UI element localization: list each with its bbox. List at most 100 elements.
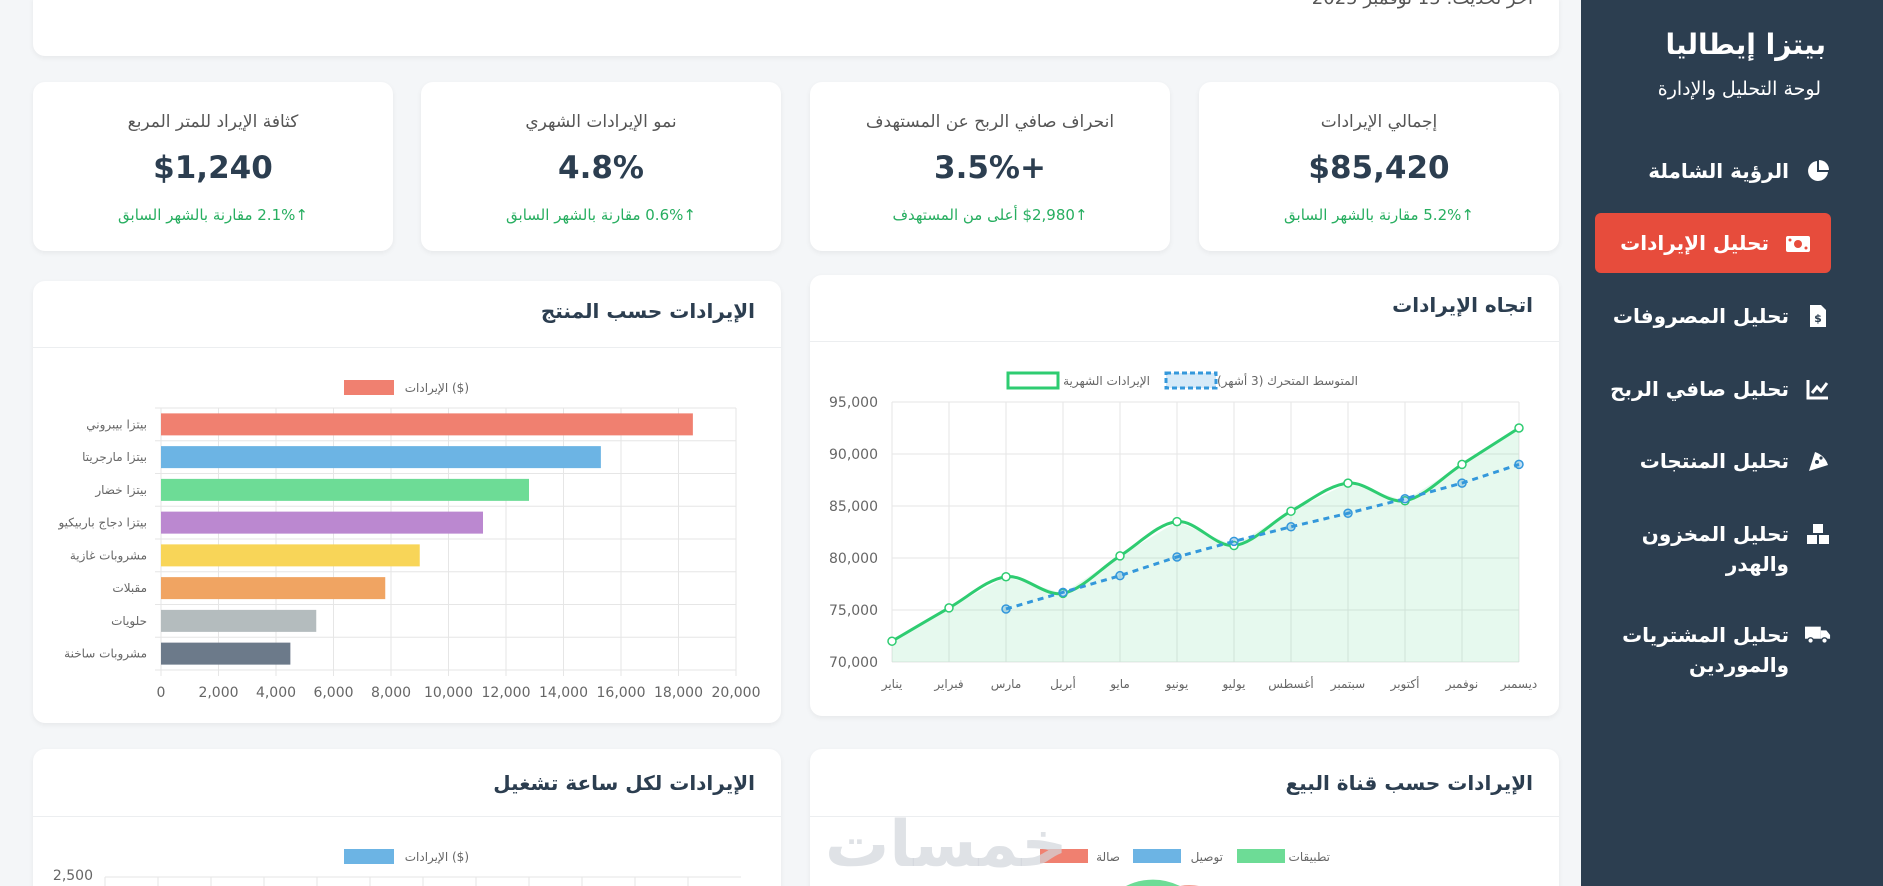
last-updated: آخر تحديث: 15 نوفمبر 2025 [1312,0,1533,9]
sidebar-item-purchases[interactable]: تحليل المشتريات والموردين [1595,620,1831,680]
legend-swatch [344,380,394,395]
data-point [1001,604,1011,614]
data-point [1172,552,1182,562]
legend-swatch [1164,371,1218,390]
sidebar-item-label: تحليل المشتريات والموردين [1622,623,1789,677]
legend-swatch [344,849,394,864]
x-tick-label: 18,000 [654,685,703,701]
legend-label: صالة [1096,850,1120,864]
sidebar: بيتزا إيطاليا لوحة التحليل والإدارة الرؤ… [1581,0,1883,886]
x-tick-label: مارس [991,677,1022,692]
series-line-monthly [891,426,1520,643]
x-tick-label: أكتوبر [1390,676,1420,692]
sidebar-item-net-profit[interactable]: تحليل صافي الربح [1595,374,1831,404]
x-tick-label: 12,000 [482,685,531,701]
divider [810,341,1559,342]
x-tick-label: يناير [881,677,903,692]
invoice-icon: $ [1805,303,1831,329]
area-fill [892,428,1519,662]
y-tick-label: مقبلات [112,581,147,595]
legend-swatch [1237,849,1285,863]
y-tick-label: بيتزا خضار [94,483,147,498]
y-tick-label: 2,500 [53,868,93,884]
pie-chart-icon [1805,158,1831,184]
y-tick-label: مشروبات غازية [70,548,147,563]
bar [161,478,529,501]
x-tick-label: 8,000 [371,685,411,701]
kpi-title: إجمالي الإيرادات [1320,112,1438,132]
panel-title: الإيرادات حسب قناة البيع [1285,771,1533,795]
kpi-title: انحراف صافي الربح عن المستهدف [865,112,1115,132]
sidebar-item-label: الرؤية الشاملة [1648,159,1789,183]
x-tick-label: مايو [1109,677,1130,692]
y-tick-label: 95,000 [829,395,878,411]
y-tick-label: 90,000 [829,447,878,463]
arrow-up-icon: ↑ [1461,206,1474,224]
sidebar-item-label: تحليل صافي الربح [1610,377,1789,401]
y-tick-label: 85,000 [829,499,878,515]
sidebar-item-label: تحليل المنتجات [1639,449,1789,473]
y-tick-label: 70,000 [829,655,878,671]
legend-swatch [1040,849,1088,863]
panel-title: اتجاه الإيرادات [1392,293,1533,317]
data-point [887,636,897,646]
legend-label: توصيل [1191,850,1223,865]
data-point [944,603,954,613]
legend-label: المتوسط المتحرك (3 أشهر) [1217,373,1358,389]
x-tick-label: ديسمبر [1500,677,1538,692]
channel-revenue-panel: الإيرادات حسب قناة البيع تطبيقات توصيل صال… [810,749,1559,886]
legend-swatch [1133,849,1181,863]
pizza-icon [1805,448,1831,474]
data-point [1343,508,1353,519]
x-tick-label: 10,000 [424,685,473,701]
legend-label: الإيرادات ($) [405,850,469,865]
bar [161,511,483,534]
panel-title: الإيرادات لكل ساعة تشغيل [493,771,755,795]
kpi-value: $85,420 [1308,150,1450,186]
data-point [1514,423,1524,433]
line-chart-icon [1805,376,1831,402]
kpi-change: ↑$2,980 أعلى من المستهدف [892,206,1088,224]
x-tick-label: 20,000 [712,685,761,701]
data-point [1115,551,1125,561]
sidebar-item-expenses[interactable]: $ تحليل المصروفات [1595,301,1831,331]
y-tick-label: 80,000 [829,551,878,567]
divider [33,816,781,817]
x-tick-label: 14,000 [539,685,588,701]
watermark-logo: خمسات [825,808,1068,882]
kpi-change: ↑0.6% مقارنة بالشهر السابق [506,206,696,224]
data-point [1343,478,1353,488]
sidebar-item-products[interactable]: تحليل المنتجات [1595,446,1831,476]
data-point [1514,459,1524,470]
legend-swatch [1006,371,1060,390]
y-tick-label: مشروبات ساخنة [64,647,147,662]
svg-text:$: $ [1814,312,1822,325]
money-icon [1785,231,1811,257]
bar [161,446,601,469]
sidebar-item-inventory[interactable]: تحليل المخزون والهدر [1595,519,1831,579]
kpi-monthly-growth: نمو الإيرادات الشهري 4.8% ↑0.6% مقارنة ب… [421,82,781,251]
arrow-up-icon: ↑ [1074,206,1088,224]
series-line-moving-average [1005,462,1520,611]
y-tick-label: حلويات [111,614,147,629]
bar [161,577,386,600]
data-point [1001,571,1011,582]
hourly-revenue-panel: الإيرادات لكل ساعة تشغيل الإيرادات ($) 2,… [33,749,781,886]
sidebar-item-overview[interactable]: الرؤية الشاملة [1595,156,1831,186]
x-tick-label: 6,000 [313,685,353,701]
x-tick-label: 4,000 [256,685,296,701]
panel-title: الإيرادات حسب المنتج [540,299,755,323]
data-point [1457,459,1467,470]
x-tick-label: أبريل [1050,676,1076,692]
header-card: آخر تحديث: 15 نوفمبر 2025 [33,0,1559,56]
kpi-title: كثافة الإيراد للمتر المربع [127,112,299,132]
x-tick-label: فبراير [933,677,963,692]
data-point [1172,516,1182,527]
truck-icon [1805,622,1831,648]
sidebar-item-revenue[interactable]: تحليل الإيرادات [1595,213,1831,273]
y-tick-label: 75,000 [829,603,878,619]
data-point [1286,522,1296,532]
data-point [1058,587,1068,598]
brand-subtitle: لوحة التحليل والإدارة [1657,78,1821,100]
data-point [1229,536,1239,547]
